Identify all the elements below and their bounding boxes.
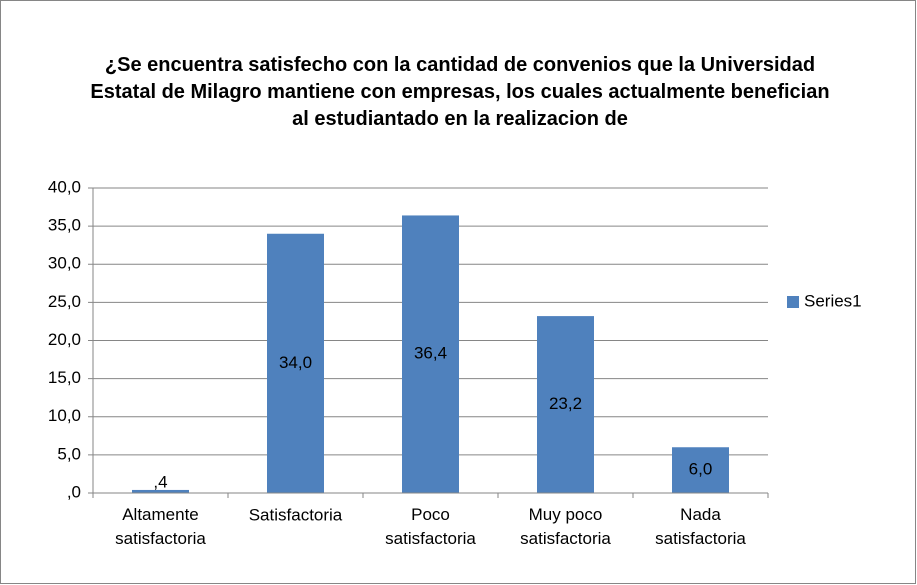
bar — [672, 447, 729, 493]
x-tick-label: Nada satisfactoria — [655, 505, 746, 548]
y-tick-label: 40,0 — [48, 177, 81, 196]
data-label: ,4 — [153, 472, 167, 491]
y-tick-label: 15,0 — [48, 368, 81, 387]
bar — [267, 233, 324, 493]
bar — [402, 215, 459, 493]
bar — [132, 489, 189, 493]
chart-title: ¿Se encuentra satisfecho con la cantidad… — [90, 54, 830, 130]
x-tick-label: Altamente satisfactoria — [115, 505, 206, 548]
data-label: 34,0 — [279, 353, 312, 372]
legend-swatch — [787, 296, 799, 308]
data-label: 6,0 — [689, 460, 713, 479]
data-label: 36,4 — [414, 344, 447, 363]
y-tick-label: 5,0 — [57, 444, 81, 463]
y-tick-label: 35,0 — [48, 216, 81, 235]
bar — [537, 316, 594, 493]
x-tick-label: Muy poco satisfactoria — [520, 505, 611, 548]
data-label: 23,2 — [549, 394, 582, 413]
x-tick-label: Poco satisfactoria — [385, 505, 476, 548]
y-tick-label: ,0 — [67, 482, 81, 501]
y-tick-label: 25,0 — [48, 292, 81, 311]
x-tick-label: Satisfactoria — [249, 505, 343, 524]
y-tick-label: 30,0 — [48, 254, 81, 273]
y-tick-label: 20,0 — [48, 330, 81, 349]
legend-label: Series1 — [804, 291, 862, 310]
y-tick-label: 10,0 — [48, 406, 81, 425]
